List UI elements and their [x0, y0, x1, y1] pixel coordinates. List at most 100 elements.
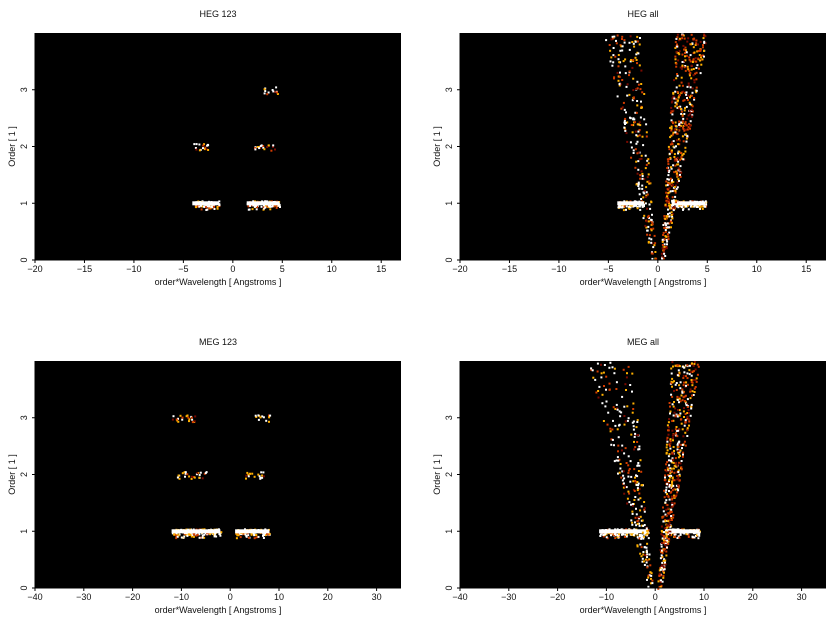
event-pixel [677, 106, 680, 109]
event-pixel [622, 474, 625, 477]
event-pixel [203, 536, 206, 539]
event-pixel [675, 187, 678, 190]
event-pixel [689, 72, 692, 74]
event-pixel [682, 117, 685, 120]
event-pixel [685, 140, 688, 143]
event-pixel [697, 57, 700, 60]
event-pixel [671, 429, 674, 432]
event-pixel [688, 69, 691, 72]
event-pixel [678, 50, 681, 53]
event-pixel [680, 67, 683, 70]
event-pixel [200, 204, 202, 207]
event-pixel [691, 370, 694, 373]
event-pixel [678, 122, 681, 125]
event-pixel [627, 469, 630, 472]
event-pixel [183, 535, 186, 538]
event-pixel [661, 534, 664, 537]
event-pixel [671, 451, 674, 454]
event-pixel [661, 542, 663, 545]
event-pixel [654, 251, 657, 253]
event-pixel [682, 140, 685, 143]
event-pixel [692, 370, 695, 373]
event-pixel [701, 207, 704, 210]
event-pixel [688, 56, 691, 59]
event-pixel [640, 470, 643, 473]
event-pixel [678, 474, 681, 477]
event-pixel [623, 477, 626, 480]
event-pixel [673, 487, 676, 490]
event-pixel [257, 418, 260, 421]
event-pixel [689, 205, 692, 208]
event-pixel [695, 42, 698, 45]
event-pixel [655, 257, 658, 260]
event-pixel [677, 138, 680, 141]
event-pixel [247, 536, 250, 539]
event-pixel [634, 148, 637, 151]
event-pixel [667, 433, 670, 436]
event-pixel [616, 95, 619, 98]
event-pixel [631, 510, 634, 513]
event-pixel [649, 571, 652, 574]
event-pixel [650, 223, 653, 226]
event-pixel [704, 205, 707, 208]
event-pixel [699, 207, 701, 210]
event-pixel [682, 410, 685, 413]
event-pixel [632, 42, 635, 45]
event-pixel [664, 203, 667, 206]
event-pixel [262, 416, 265, 419]
event-pixel [638, 492, 641, 495]
event-pixel [675, 432, 677, 435]
event-pixel [681, 84, 684, 87]
event-pixel [669, 412, 671, 415]
event-pixel [621, 444, 624, 447]
event-pixel [695, 377, 698, 380]
event-pixel [634, 111, 637, 114]
event-pixel [663, 527, 666, 530]
event-pixel [635, 474, 637, 477]
event-pixel [672, 433, 675, 436]
event-pixel [596, 370, 599, 373]
event-pixel [684, 431, 687, 434]
event-pixel [668, 148, 671, 151]
event-pixel [682, 128, 685, 130]
event-pixel [235, 537, 238, 540]
event-pixel [667, 481, 670, 484]
event-pixel [275, 206, 278, 209]
event-pixel [697, 537, 700, 540]
x-tick-label: −10 [126, 264, 141, 274]
event-pixel [259, 416, 262, 419]
event-pixel [671, 485, 673, 488]
event-pixel [696, 206, 699, 208]
event-pixel [181, 416, 184, 419]
event-pixel [692, 39, 695, 42]
event-pixel [664, 491, 667, 494]
event-pixel [642, 553, 645, 556]
event-pixel [689, 371, 692, 374]
event-pixel [674, 105, 677, 108]
y-tick-label: 0 [444, 585, 454, 590]
event-pixel [631, 131, 634, 134]
event-pixel [277, 204, 280, 207]
event-pixel [663, 496, 666, 499]
event-pixel [668, 470, 671, 473]
event-pixel [684, 91, 687, 94]
event-pixel [186, 473, 189, 476]
event-pixel [673, 536, 676, 538]
event-pixel [190, 477, 193, 480]
event-pixel [688, 125, 691, 127]
event-pixel [634, 40, 637, 43]
event-pixel [213, 208, 216, 210]
event-pixel [681, 61, 684, 63]
event-pixel [666, 542, 669, 545]
event-pixel [604, 405, 607, 408]
event-pixel [666, 507, 669, 510]
event-pixel [632, 408, 635, 410]
event-pixel [682, 90, 685, 93]
event-pixel [253, 534, 256, 537]
event-pixel [664, 230, 667, 233]
event-pixel [661, 565, 664, 568]
event-pixel [672, 414, 675, 417]
event-pixel [682, 126, 684, 129]
event-pixel [628, 205, 631, 208]
x-tick-label: −20 [452, 264, 467, 274]
